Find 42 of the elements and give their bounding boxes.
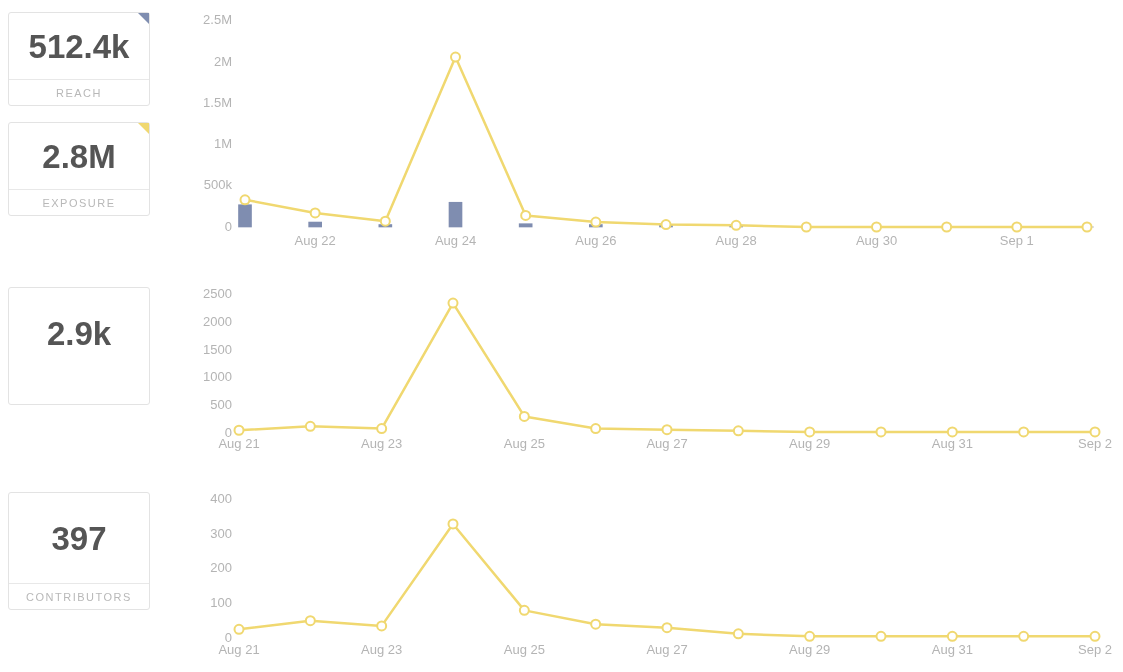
y-tick-label: 200 <box>210 560 232 576</box>
x-tick-label: Sep 2 <box>1078 436 1112 452</box>
x-tick-label: Aug 21 <box>218 642 260 658</box>
x-tick-label: Aug 29 <box>789 642 831 658</box>
x-tick-label: Sep 1 <box>999 233 1034 249</box>
y-tick-label: 1M <box>213 136 232 152</box>
x-tick-label: Aug 28 <box>715 233 757 249</box>
x-tick-label: Aug 31 <box>931 642 973 658</box>
x-tick-label: Aug 23 <box>361 436 403 452</box>
x-tick-label: Aug 24 <box>434 233 477 249</box>
x-tick-label: Sep 2 <box>1078 642 1112 658</box>
y-tick-label: 2000 <box>203 314 232 330</box>
text: 2.8M <box>42 137 116 175</box>
text: 512.4k <box>28 27 130 65</box>
y-tick-label: 0 <box>224 629 232 645</box>
x-tick-label: Aug 29 <box>789 436 831 452</box>
x-tick-label: Aug 27 <box>646 436 688 452</box>
y-tick-label: 2500 <box>203 286 232 302</box>
text: EXPOSURE <box>42 197 116 209</box>
x-tick-label: Aug 22 <box>294 233 336 249</box>
x-tick-label: Aug 23 <box>361 642 403 658</box>
text: REACH <box>55 87 102 99</box>
y-tick-label: 1000 <box>203 369 232 385</box>
x-tick-label: Aug 25 <box>503 642 545 658</box>
y-tick-label: 2.5M <box>203 12 232 28</box>
y-tick-label: 0 <box>224 218 232 234</box>
text: 397 <box>51 519 107 557</box>
y-tick-label: 2M <box>213 53 232 69</box>
y-tick-label: 1500 <box>203 341 232 357</box>
x-tick-label: Aug 31 <box>931 436 973 452</box>
x-tick-label: Aug 26 <box>575 233 617 249</box>
text: CONTRIBUTORS <box>26 591 132 603</box>
y-tick-label: 500 <box>210 396 232 412</box>
x-tick-label: Aug 30 <box>855 233 898 249</box>
x-tick-label: Aug 27 <box>646 642 688 658</box>
y-tick-label: 300 <box>210 525 232 541</box>
y-tick-label: 1.5M <box>203 94 232 110</box>
y-tick-label: 400 <box>210 491 232 507</box>
y-tick-label: 500k <box>203 177 233 193</box>
y-tick-label: 100 <box>210 595 232 611</box>
text: 2.9k <box>46 314 112 352</box>
x-tick-label: Aug 25 <box>503 436 545 452</box>
